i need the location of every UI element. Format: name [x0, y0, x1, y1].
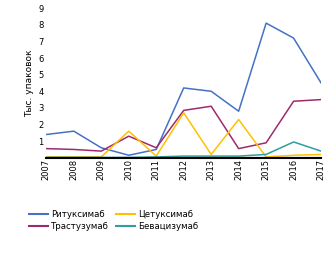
Трастузумаб: [182, 109, 186, 112]
Ритуксимаб: [264, 21, 268, 25]
Цетуксимаб: [154, 154, 158, 158]
Ритуксимаб: [319, 81, 323, 85]
Line: Ритуксимаб: Ритуксимаб: [46, 23, 321, 155]
Бевацизумаб: [237, 154, 241, 158]
Трастузумаб: [72, 148, 76, 151]
Ритуксимаб: [44, 133, 48, 136]
Legend: Ритуксимаб, Трастузумаб, Цетуксимаб, Бевацизумаб: Ритуксимаб, Трастузумаб, Цетуксимаб, Бев…: [29, 210, 198, 231]
Ритуксимаб: [72, 129, 76, 133]
Цетуксимаб: [72, 155, 76, 159]
Цетуксимаб: [182, 111, 186, 115]
Line: Трастузумаб: Трастузумаб: [46, 100, 321, 151]
Цетуксимаб: [292, 154, 296, 157]
Ритуксимаб: [127, 154, 131, 157]
Бевацизумаб: [72, 156, 76, 159]
Цетуксимаб: [237, 118, 241, 121]
Трастузумаб: [127, 135, 131, 138]
Цетуксимаб: [99, 155, 103, 159]
Ритуксимаб: [99, 146, 103, 149]
Бевацизумаб: [319, 150, 323, 153]
Бевацизумаб: [209, 154, 213, 158]
Цетуксимаб: [209, 153, 213, 156]
Цетуксимаб: [127, 129, 131, 133]
Цетуксимаб: [44, 155, 48, 159]
Трастузумаб: [319, 98, 323, 101]
Трастузумаб: [99, 150, 103, 153]
Бевацизумаб: [99, 156, 103, 159]
Ритуксимаб: [292, 36, 296, 40]
Ритуксимаб: [237, 110, 241, 113]
Line: Цетуксимаб: Цетуксимаб: [46, 113, 321, 157]
Ритуксимаб: [182, 86, 186, 89]
Бевацизумаб: [264, 153, 268, 156]
Бевацизумаб: [182, 154, 186, 158]
Трастузумаб: [237, 147, 241, 150]
Цетуксимаб: [319, 153, 323, 156]
Line: Бевацизумаб: Бевацизумаб: [46, 142, 321, 157]
Бевацизумаб: [44, 156, 48, 159]
Ритуксимаб: [154, 148, 158, 151]
Трастузумаб: [154, 146, 158, 149]
Бевацизумаб: [292, 140, 296, 144]
Трастузумаб: [209, 105, 213, 108]
Трастузумаб: [44, 147, 48, 150]
Трастузумаб: [292, 100, 296, 103]
Бевацизумаб: [127, 156, 131, 159]
Цетуксимаб: [264, 155, 268, 159]
Трастузумаб: [264, 141, 268, 144]
Бевацизумаб: [154, 155, 158, 159]
Y-axis label: Тыс. упаковок: Тыс. упаковок: [25, 49, 34, 117]
Ритуксимаб: [209, 90, 213, 93]
